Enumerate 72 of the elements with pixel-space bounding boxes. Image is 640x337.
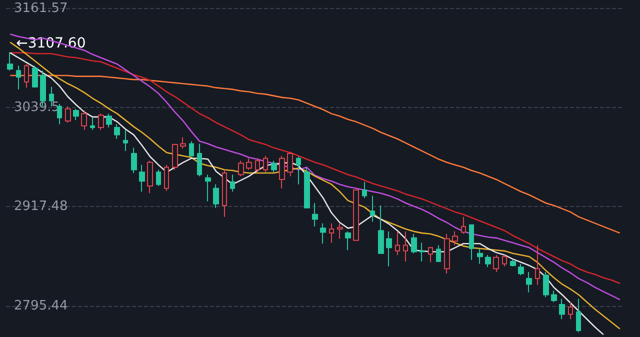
candlestick [403,230,408,262]
candlestick [345,230,351,251]
candlestick [172,143,178,170]
candlestick [526,272,532,293]
candlestick [57,103,62,125]
candlestick [543,272,549,298]
candlestick [362,181,367,199]
candlestick [304,168,310,208]
candlestick [255,158,260,173]
candlestick [90,117,95,130]
candlestick [411,233,417,254]
candlestick [213,184,219,208]
candlestick [395,230,400,256]
candlestick [205,174,211,202]
candlestick [568,302,573,320]
candlestick [312,202,318,228]
candlestick [535,244,540,286]
candlestick [287,151,293,177]
candlestick [279,155,285,189]
candlestick [378,204,384,254]
candlestick [114,124,120,140]
candlestick [510,259,516,267]
candlestick [180,136,186,150]
y-tick-label: 2917.48 [14,199,68,214]
candlestick [493,254,499,273]
candlestick [230,174,235,192]
candlestick [559,298,565,320]
candlestick [271,160,277,173]
candlestick [551,290,557,303]
candlestick [518,263,524,276]
candlestick [73,108,79,121]
candlestick [131,147,137,174]
y-tick-label: 2795.44 [14,298,68,314]
line-series [9,74,621,234]
candlestick [16,65,21,90]
candlestick [428,247,433,263]
candlestick [370,195,375,222]
candlestick [337,222,343,240]
candlestick [452,230,458,246]
candlestick [386,230,392,267]
y-tick-label: 3161.57 [14,0,68,16]
candlestick [353,190,359,241]
candlestick [246,158,252,170]
candlestick [320,222,326,244]
candlestick [436,244,441,262]
candlestick [189,140,194,156]
candlestick [81,110,87,130]
candlestick [263,155,268,173]
candlestick [7,52,13,72]
candlestick [147,160,153,194]
candlestick [419,242,425,262]
candlestick [156,169,161,186]
candlestick [106,113,112,128]
candlestick [164,164,169,192]
candlestick [477,248,483,264]
candlestick [24,64,29,88]
candlestick [329,222,334,244]
candlestick [32,65,38,88]
candlestick [197,143,202,177]
candlestick [98,113,104,130]
candlestick [222,169,227,218]
candlestick [469,224,474,260]
candlestick [485,254,491,268]
candlestick [502,254,507,267]
candlestick [461,216,466,234]
candlestick [238,160,244,177]
candlestick [296,156,301,185]
candlestick [139,164,145,192]
candlestick [123,129,128,152]
candlestick [576,298,581,333]
candlestick [65,106,71,124]
candlestick [444,233,450,274]
